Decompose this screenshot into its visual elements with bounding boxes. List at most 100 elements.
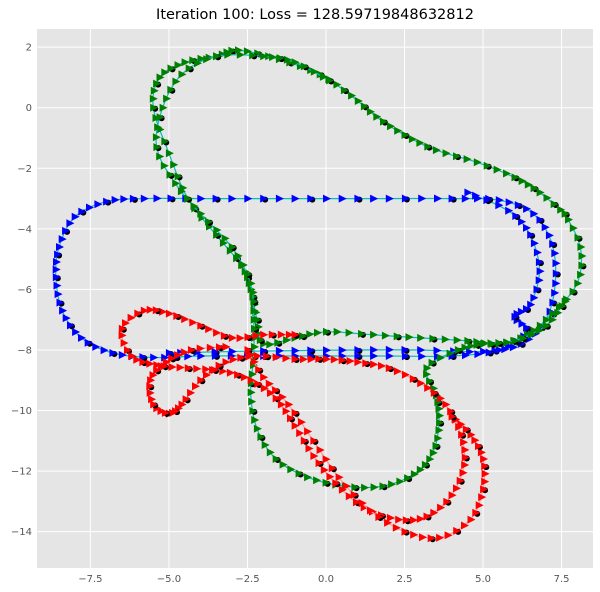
data-point-marker: [533, 248, 542, 257]
data-point-marker: [62, 226, 71, 235]
x-tick-label: −2.5: [235, 574, 259, 585]
y-tick-label: −12: [11, 467, 32, 478]
data-point-marker: [103, 197, 112, 206]
data-point-marker: [260, 384, 269, 393]
data-point-marker: [405, 333, 414, 342]
data-point-marker: [385, 352, 394, 360]
data-point-marker: [249, 51, 258, 60]
data-point-marker: [523, 204, 532, 213]
data-point-marker: [549, 309, 558, 318]
y-tick-label: 2: [26, 43, 32, 54]
data-point-marker: [256, 336, 265, 345]
data-point-marker: [260, 330, 269, 339]
data-point-marker: [118, 331, 127, 340]
data-point-marker: [53, 258, 61, 266]
data-point-marker: [404, 474, 413, 483]
data-point-marker: [120, 339, 129, 347]
data-point-marker: [170, 160, 179, 169]
data-point-marker: [535, 276, 544, 285]
data-point-marker: [416, 465, 425, 474]
data-point-marker: [387, 122, 395, 131]
data-point-marker: [530, 293, 539, 302]
data-point-marker: [267, 389, 275, 397]
data-point-marker: [569, 287, 578, 296]
data-point-marker: [122, 319, 130, 328]
data-point-marker: [463, 155, 472, 164]
data-point-marker: [408, 135, 417, 144]
data-point-marker: [480, 347, 489, 356]
data-point-marker: [118, 324, 127, 333]
data-point-marker: [435, 404, 444, 413]
data-point-marker: [109, 349, 118, 357]
data-point-marker: [133, 355, 142, 364]
data-point-marker: [354, 97, 363, 105]
data-point-marker: [153, 143, 162, 152]
data-point-marker: [150, 353, 159, 362]
data-point-marker: [149, 371, 158, 380]
data-point-marker: [254, 379, 263, 388]
data-point-marker: [330, 355, 339, 364]
data-point-marker: [518, 217, 527, 226]
data-point-marker: [146, 382, 155, 391]
data-point-marker: [153, 366, 162, 375]
data-point-marker: [348, 91, 357, 100]
data-point-marker: [299, 332, 308, 341]
data-point-marker: [358, 499, 367, 508]
data-point-marker: [255, 365, 264, 374]
data-point-marker: [424, 142, 433, 151]
data-point-marker: [260, 373, 269, 382]
data-point-marker: [473, 340, 482, 349]
data-point-marker: [202, 365, 211, 374]
series-4: [244, 346, 490, 543]
data-point-marker: [417, 379, 426, 388]
data-point-marker: [84, 338, 93, 347]
data-point-marker: [279, 460, 288, 469]
data-point-marker: [66, 219, 75, 228]
data-point-marker: [393, 367, 402, 376]
data-point-marker: [247, 350, 256, 359]
data-point-marker: [310, 452, 319, 460]
data-point-marker: [509, 343, 518, 352]
data-point-marker: [314, 328, 322, 337]
data-point-marker: [129, 194, 138, 203]
data-point-marker: [464, 188, 473, 197]
data-point-marker: [146, 359, 155, 368]
data-point-marker: [523, 223, 531, 232]
data-point-marker: [304, 473, 313, 482]
data-point-marker: [436, 394, 445, 403]
data-point-marker: [453, 336, 462, 345]
data-point-marker: [190, 202, 199, 211]
data-point-marker: [525, 335, 534, 344]
data-point-marker: [381, 331, 390, 340]
x-tick-label: 5.0: [475, 574, 491, 585]
data-point-marker: [436, 411, 445, 420]
data-point-marker: [542, 321, 551, 330]
data-point-marker: [257, 433, 266, 441]
data-point-marker: [310, 67, 319, 76]
data-point-marker: [467, 515, 476, 524]
data-point-marker: [577, 243, 586, 251]
data-point-marker: [536, 321, 545, 330]
chart-title: Iteration 100: Loss = 128.59719848632812: [156, 7, 474, 23]
data-point-marker: [178, 400, 187, 409]
data-point-marker: [393, 332, 402, 341]
data-point-marker: [466, 347, 475, 356]
data-point-marker: [453, 484, 461, 493]
data-point-marker: [150, 103, 159, 112]
data-point-marker: [361, 483, 370, 492]
tick-labels: −7.5 −5.0 −2.5 0.0 2.5 5.0 7.5 2 0 −2 −4 −6 −8 −10 −12…: [11, 43, 570, 585]
data-point-marker: [370, 483, 379, 492]
data-point-marker: [162, 358, 171, 367]
data-point-marker: [480, 485, 489, 494]
data-point-marker: [189, 318, 198, 327]
data-point-marker: [168, 354, 177, 363]
data-point-marker: [180, 348, 189, 357]
data-point-marker: [274, 338, 283, 347]
data-point-marker: [473, 158, 482, 167]
data-point-marker: [454, 346, 463, 354]
data-point-marker: [197, 194, 206, 203]
data-point-marker: [461, 461, 470, 469]
data-point-marker: [401, 352, 410, 361]
data-point-marker: [416, 138, 425, 147]
data-point-marker: [153, 194, 162, 203]
